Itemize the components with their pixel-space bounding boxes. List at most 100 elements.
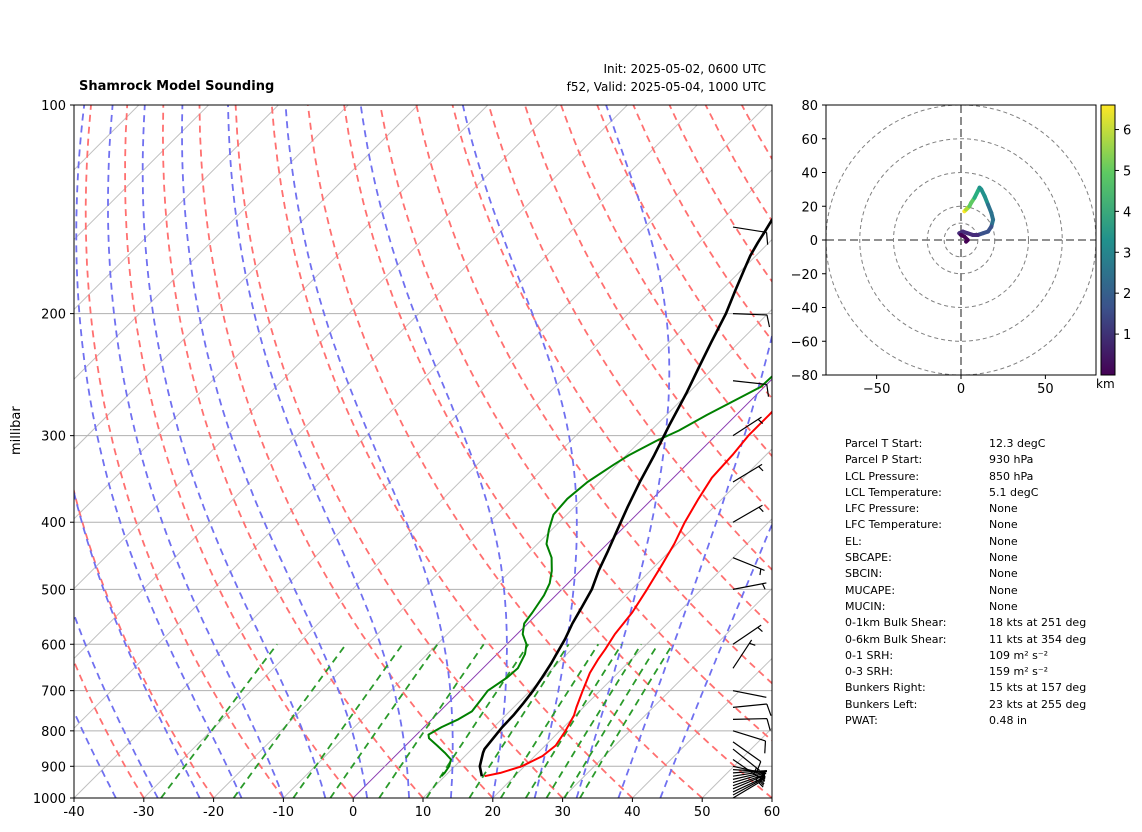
valid-time: f52, Valid: 2025-05-04, 1000 UTC [566, 80, 766, 94]
hodo-y-tick-label: 20 [801, 200, 818, 215]
mixing-ratio-line [579, 643, 674, 798]
colorbar [1100, 104, 1116, 376]
wind-barbs [732, 226, 772, 799]
barb-shaft [732, 703, 767, 708]
isotherm [74, 105, 349, 380]
x-tick-label: 50 [694, 805, 711, 820]
isotherm [352, 378, 772, 798]
mixing-ratio-line [292, 643, 404, 798]
hodograph-ticks: −50 0 50 −80 −60 −40 −20 0 20 40 60 80 [791, 99, 1054, 397]
colorbar-tick-label: 4 [1123, 205, 1131, 220]
moist-adiabat [74, 611, 159, 798]
isotherm [562, 587, 772, 798]
param-value: None [989, 567, 1018, 581]
y-tick-label: 300 [41, 430, 66, 445]
x-tick-label: 20 [485, 805, 502, 820]
barb-flag [766, 718, 771, 731]
dry-adiabat [451, 105, 772, 628]
barb-shaft [732, 416, 762, 437]
dry-adiabat [343, 105, 772, 798]
y-tick-label: 500 [41, 583, 66, 598]
dry-adiabat [487, 105, 772, 571]
wind-barb [732, 748, 760, 774]
barb-flag [759, 778, 765, 785]
x-tick-label: 30 [554, 805, 571, 820]
barb-shaft [732, 780, 763, 799]
moist-adiabat [181, 105, 369, 798]
wind-barb [732, 582, 767, 590]
wind-barb [732, 765, 767, 779]
wind-barb [732, 741, 762, 774]
param-label: PWAT: [845, 714, 878, 728]
mixing-ratio-line [545, 643, 642, 798]
dry-adiabat [379, 105, 772, 742]
y-tick-label: 900 [41, 760, 66, 775]
dry-adiabat [198, 105, 494, 798]
isotherm [492, 518, 772, 798]
hodo-y-tick-label: 0 [810, 234, 818, 249]
moist-adiabat [284, 105, 454, 798]
barb-shaft [732, 765, 767, 775]
mixing-ratio-line [378, 643, 485, 798]
wind-barb [732, 313, 771, 328]
mixing-ratio-line [329, 643, 439, 798]
barb-shaft [732, 380, 767, 386]
param-label: LFC Temperature: [845, 518, 943, 532]
param-label: MUCAPE: [845, 583, 896, 597]
wind-barb [732, 226, 769, 245]
isotherm [74, 105, 698, 729]
param-value: None [989, 502, 1018, 516]
moist-adiabat [461, 105, 578, 798]
wind-barb [732, 380, 770, 397]
dry-adiabat [124, 105, 354, 798]
param-value: None [989, 583, 1018, 597]
wind-barb [732, 759, 762, 783]
barb-flag [762, 771, 765, 778]
dry-adiabat [778, 105, 1142, 798]
isotherm [74, 105, 768, 798]
hodo-x-tick-label: 0 [957, 382, 965, 397]
wind-barb [732, 624, 763, 645]
y-axis-label: millibar [9, 406, 24, 455]
barb-shaft [732, 463, 763, 483]
mixing-ratio-line [563, 643, 659, 798]
y-tick-label: 700 [41, 685, 66, 700]
barb-flag [757, 418, 764, 424]
mixing-ratio-line [425, 643, 530, 798]
barb-flag [755, 761, 762, 774]
barb-shaft [732, 690, 767, 698]
hodograph-ring [859, 138, 1063, 342]
dry-adiabat [84, 105, 285, 798]
x-tick-label: -30 [133, 805, 154, 820]
param-value: 0.48 in [989, 714, 1028, 728]
isotherm [632, 657, 772, 798]
barb-flag [766, 314, 771, 328]
barb-flag [766, 703, 772, 716]
barb-shaft [732, 759, 762, 780]
isotherm [74, 105, 209, 241]
param-label: 0-6km Bulk Shear: [845, 632, 947, 646]
barb-flag [749, 642, 756, 646]
x-tick-label: -20 [203, 805, 224, 820]
y-tick-label: 100 [41, 99, 66, 114]
barb-shaft [732, 773, 766, 787]
isotherm [74, 105, 489, 520]
param-value: 850 hPa [989, 469, 1034, 483]
colorbar-tick-label: 2 [1123, 287, 1131, 302]
param-value: None [989, 518, 1018, 532]
barb-flag [758, 466, 764, 472]
colorbar-tick-label: 1 [1123, 328, 1131, 343]
wind-barb [732, 703, 772, 716]
colorbar-tick-label: 6 [1123, 124, 1131, 139]
barb-flag [758, 506, 764, 513]
wind-barb [732, 730, 767, 754]
mixing-ratio-line [160, 643, 278, 798]
wind-barb [732, 780, 764, 799]
isotherm [74, 105, 419, 450]
barb-shaft [732, 717, 768, 720]
hodo-y-tick-label: 60 [801, 133, 818, 148]
moist-adiabat [107, 105, 285, 798]
x-tick-label: 0 [349, 805, 357, 820]
param-value: 18 kts at 251 deg [989, 616, 1087, 630]
